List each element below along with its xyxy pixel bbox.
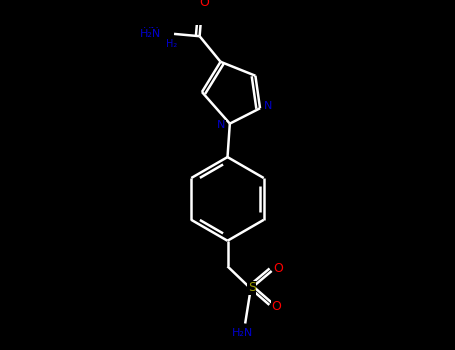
Text: O: O: [199, 0, 209, 9]
Text: H₂N: H₂N: [140, 29, 161, 39]
Text: S: S: [248, 281, 256, 294]
Text: H₂N: H₂N: [232, 328, 253, 338]
Text: O: O: [273, 262, 283, 275]
Text: O: O: [271, 300, 281, 313]
Text: H₂: H₂: [166, 39, 177, 49]
Text: N: N: [217, 120, 226, 131]
Text: N: N: [264, 102, 273, 111]
Text: HN: HN: [143, 27, 160, 36]
